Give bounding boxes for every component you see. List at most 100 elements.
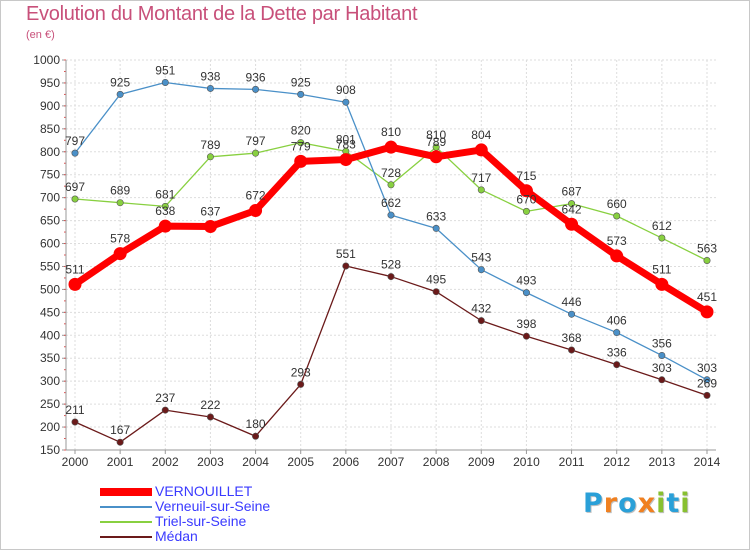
data-point xyxy=(568,310,576,318)
data-point xyxy=(522,332,530,340)
data-label: 406 xyxy=(607,314,627,328)
x-tick-label: 2012 xyxy=(603,455,630,469)
data-label: 432 xyxy=(471,302,491,316)
data-label: 398 xyxy=(516,317,536,331)
data-point xyxy=(522,207,530,215)
x-tick-label: 2006 xyxy=(333,455,360,469)
x-tick-label: 2009 xyxy=(468,455,495,469)
y-tick-label: 550 xyxy=(40,259,60,273)
data-label: 789 xyxy=(426,135,446,149)
proxiti-logo: Proxiti xyxy=(583,488,691,519)
data-point xyxy=(565,217,579,231)
data-point xyxy=(249,203,263,217)
data-point xyxy=(252,149,260,157)
x-tick-label: 2002 xyxy=(152,455,179,469)
data-label: 804 xyxy=(471,128,491,142)
data-label: 633 xyxy=(426,209,446,223)
y-tick-label: 500 xyxy=(40,282,60,296)
data-point xyxy=(432,288,440,296)
data-point xyxy=(339,153,353,167)
data-point xyxy=(429,150,443,164)
y-tick-label: 800 xyxy=(40,145,60,159)
data-point xyxy=(700,305,714,319)
data-point xyxy=(613,329,621,337)
data-point xyxy=(206,153,214,161)
data-label: 687 xyxy=(562,185,582,199)
legend-label: Triel-sur-Seine xyxy=(155,513,247,529)
data-point xyxy=(655,277,669,291)
legend-swatch xyxy=(100,487,152,496)
data-label: 820 xyxy=(291,124,311,138)
data-label: 797 xyxy=(246,134,266,148)
data-label: 638 xyxy=(155,204,175,218)
data-label: 715 xyxy=(516,169,536,183)
y-tick-label: 900 xyxy=(40,99,60,113)
data-point xyxy=(568,200,576,208)
data-point xyxy=(703,376,711,384)
data-point xyxy=(206,84,214,92)
y-tick-label: 150 xyxy=(40,443,60,457)
data-label: 810 xyxy=(426,128,446,142)
data-point xyxy=(432,224,440,232)
x-tick-label: 2014 xyxy=(694,455,721,469)
x-tick-label: 2005 xyxy=(287,455,314,469)
data-point xyxy=(658,351,666,359)
data-label: 779 xyxy=(291,139,311,153)
data-label: 495 xyxy=(426,273,446,287)
data-label: 269 xyxy=(697,376,717,390)
legend-label: Verneuil-sur-Seine xyxy=(155,498,271,514)
data-point xyxy=(342,262,350,270)
data-point xyxy=(387,211,395,219)
grid-layer xyxy=(66,59,716,451)
data-point xyxy=(387,181,395,189)
chart-subtitle: (en €) xyxy=(26,29,55,41)
data-label: 717 xyxy=(471,171,491,185)
data-point xyxy=(522,289,530,297)
data-point xyxy=(297,139,305,147)
data-point xyxy=(477,317,485,325)
y-tick-label: 750 xyxy=(40,168,60,182)
data-label: 612 xyxy=(652,219,672,233)
data-label: 642 xyxy=(562,202,582,216)
legend-swatch xyxy=(100,520,152,523)
data-point xyxy=(342,98,350,106)
chart-title: Evolution du Montant de la Dette par Hab… xyxy=(26,3,418,25)
data-point xyxy=(161,406,169,414)
data-point xyxy=(703,391,711,399)
y-tick-label: 600 xyxy=(40,237,60,251)
legend-swatch xyxy=(100,505,152,508)
logo-letter: t xyxy=(666,488,681,519)
logo-letter: r xyxy=(603,488,619,519)
data-label: 578 xyxy=(110,232,130,246)
data-label: 237 xyxy=(155,391,175,405)
data-label: 368 xyxy=(562,331,582,345)
y-tick-label: 650 xyxy=(40,214,60,228)
data-point xyxy=(610,249,624,263)
y-tick-label: 400 xyxy=(40,328,60,342)
data-label: 681 xyxy=(155,187,175,201)
data-label: 303 xyxy=(652,361,672,375)
data-label: 689 xyxy=(110,184,130,198)
data-point xyxy=(71,418,79,426)
logo-letter: i xyxy=(656,488,667,519)
data-label: 925 xyxy=(291,75,311,89)
data-point xyxy=(161,78,169,86)
y-tick-label: 200 xyxy=(40,420,60,434)
data-label: 810 xyxy=(381,125,401,139)
y-tick-label: 300 xyxy=(40,374,60,388)
data-label: 451 xyxy=(697,290,717,304)
data-point xyxy=(658,234,666,242)
data-label: 783 xyxy=(336,138,356,152)
data-point xyxy=(519,184,533,198)
series-vernouillet xyxy=(68,140,714,319)
data-point xyxy=(297,380,305,388)
y-tick-label: 250 xyxy=(40,397,60,411)
data-label: 670 xyxy=(516,192,536,206)
legend-swatch xyxy=(100,535,152,538)
data-point xyxy=(613,361,621,369)
y-tick-label: 1000 xyxy=(33,53,60,67)
data-point xyxy=(477,186,485,194)
data-label: 446 xyxy=(562,295,582,309)
x-tick-label: 2011 xyxy=(559,455,585,469)
data-label: 936 xyxy=(246,70,266,84)
